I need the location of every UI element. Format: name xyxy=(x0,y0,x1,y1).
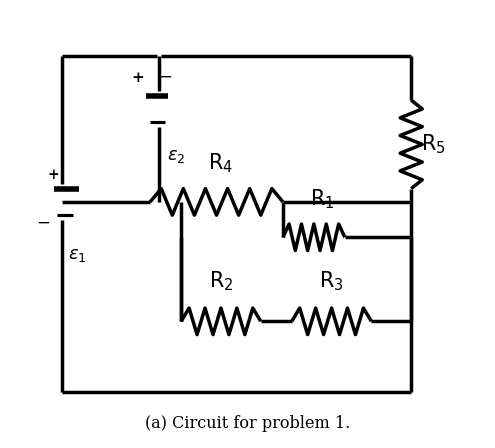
Text: +: + xyxy=(48,168,59,182)
Text: −: − xyxy=(159,69,173,86)
Text: $\mathrm{R}_1$: $\mathrm{R}_1$ xyxy=(310,187,335,211)
Text: $\mathrm{R}_4$: $\mathrm{R}_4$ xyxy=(208,152,234,175)
Text: $\varepsilon_2$: $\varepsilon_2$ xyxy=(167,146,186,164)
Text: $\mathrm{R}_5$: $\mathrm{R}_5$ xyxy=(421,133,446,156)
Text: +: + xyxy=(131,71,144,85)
Text: $\mathrm{R}_2$: $\mathrm{R}_2$ xyxy=(209,269,233,293)
Text: (a) Circuit for problem 1.: (a) Circuit for problem 1. xyxy=(145,415,350,432)
Text: $\varepsilon_1$: $\varepsilon_1$ xyxy=(68,246,87,264)
Text: −: − xyxy=(36,215,50,232)
Text: $\mathrm{R}_3$: $\mathrm{R}_3$ xyxy=(319,269,344,293)
